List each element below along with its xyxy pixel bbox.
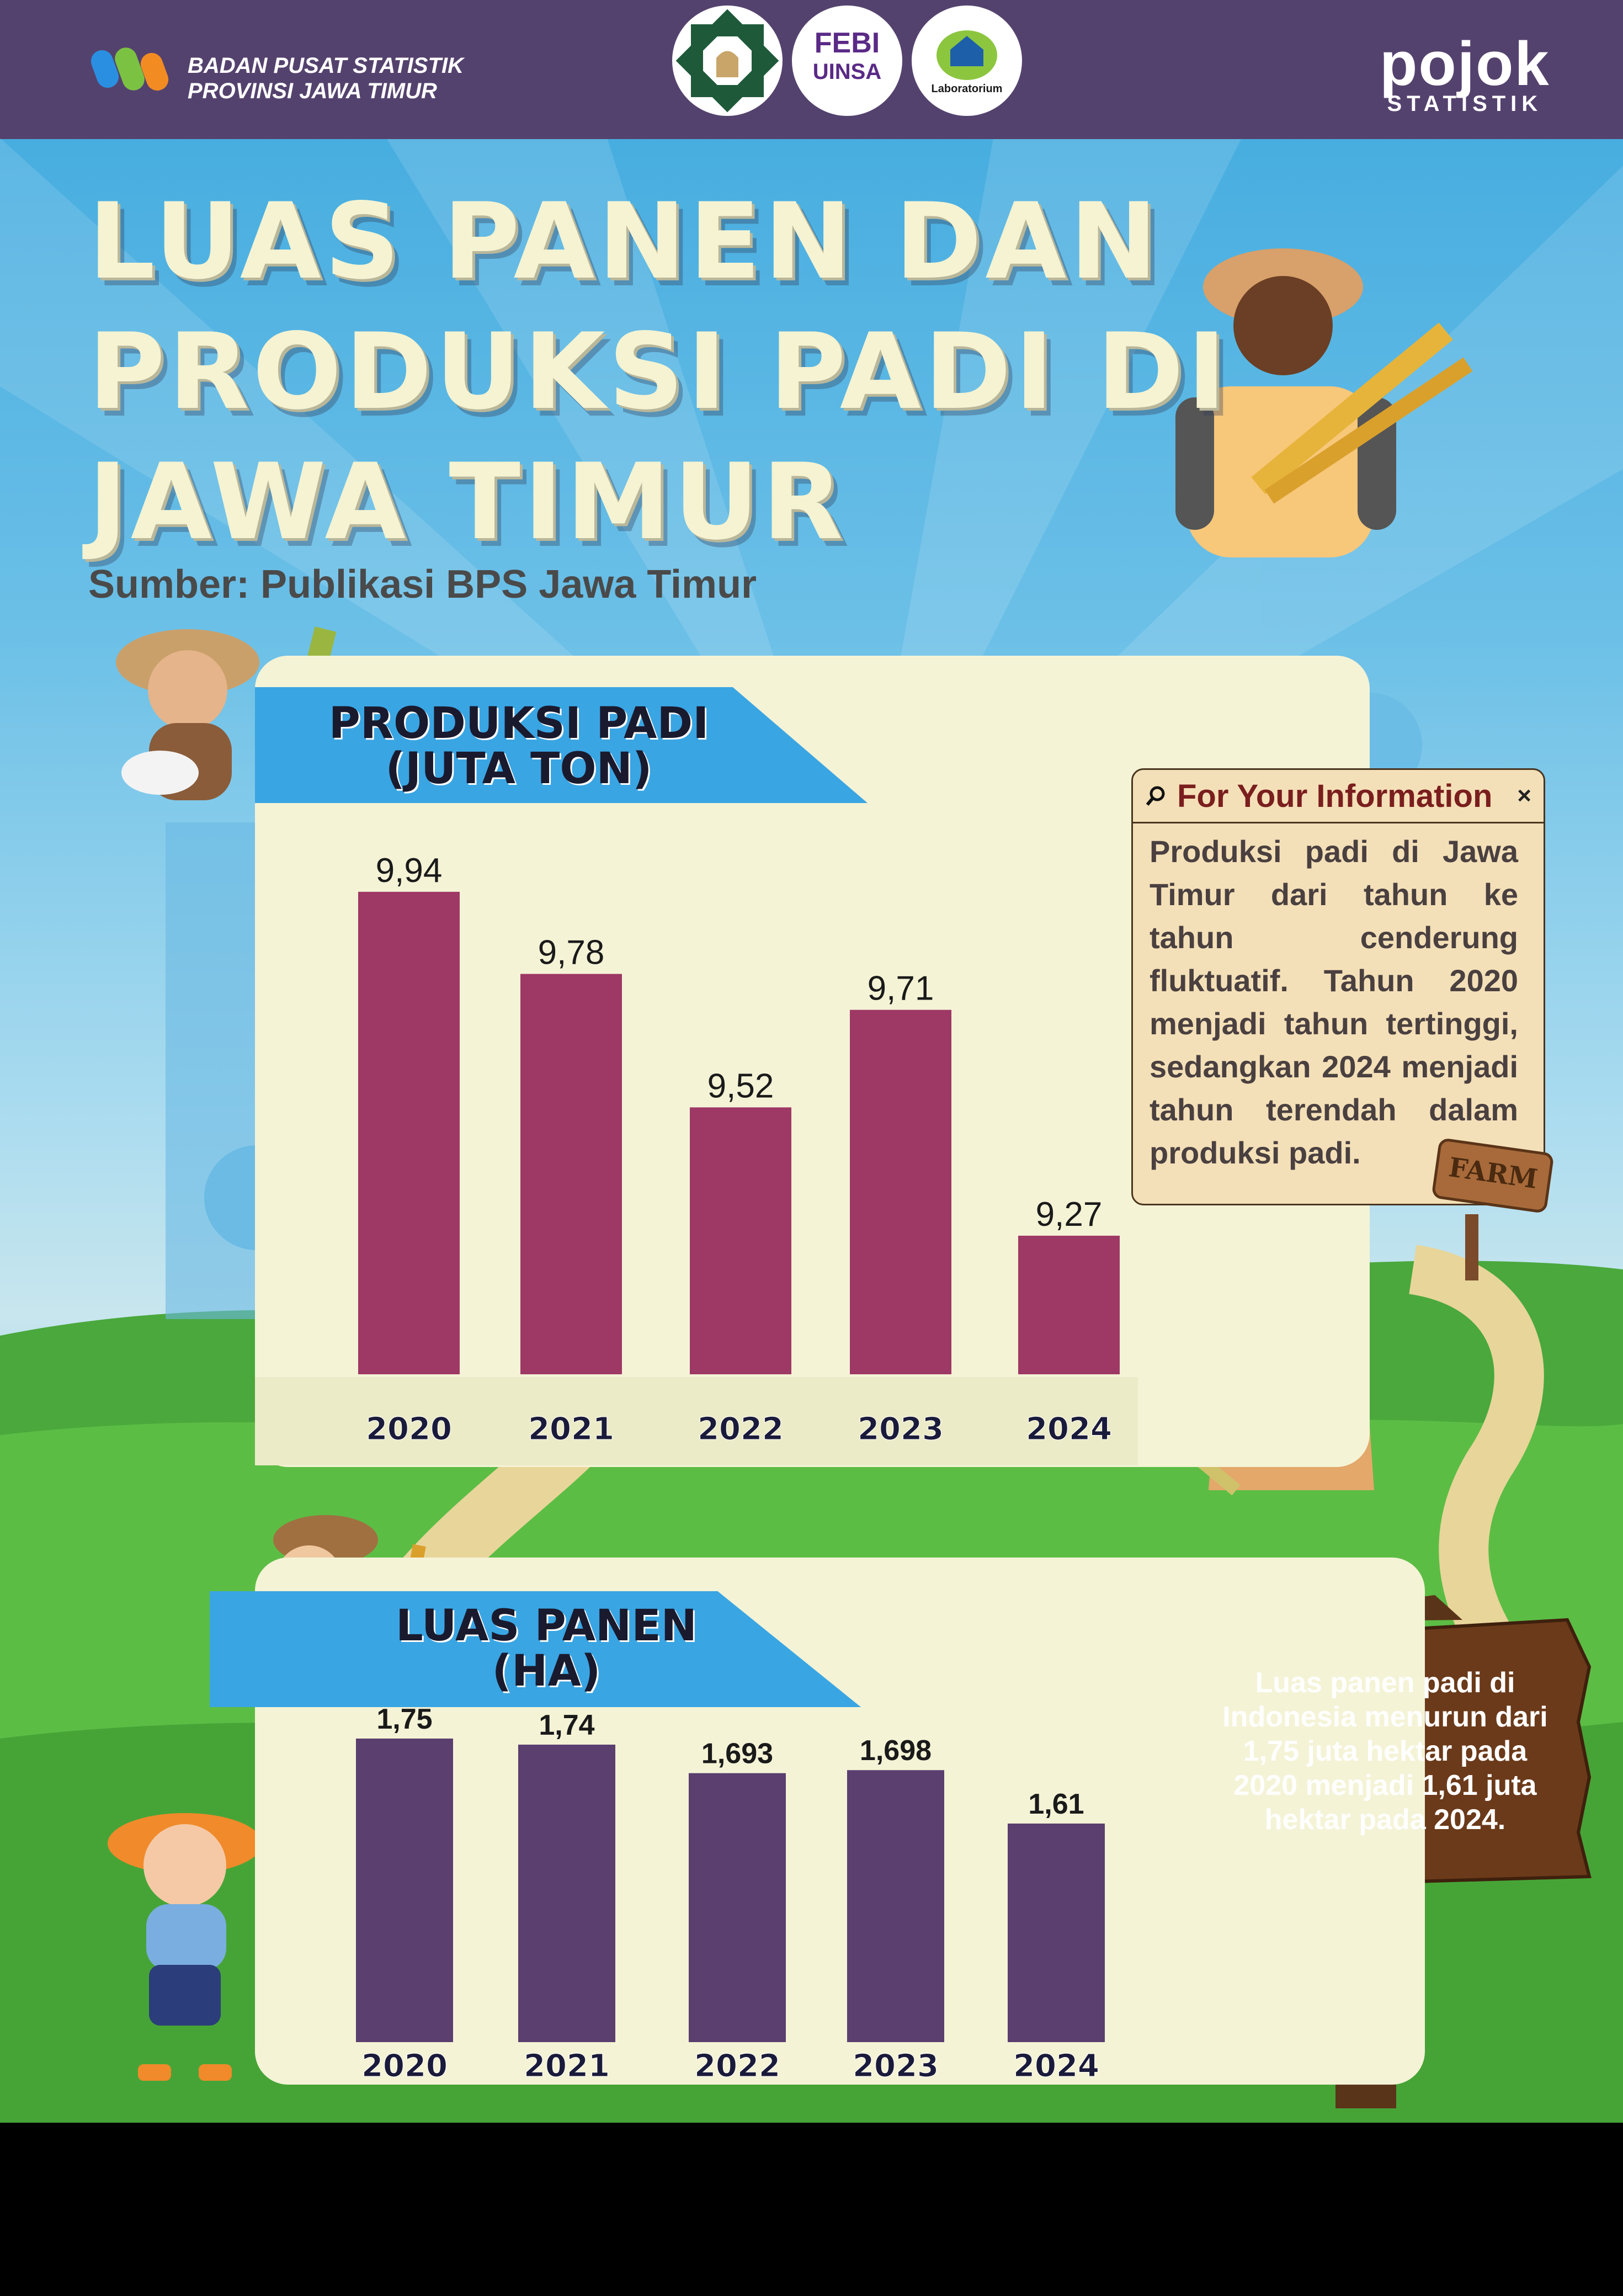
data-label: 1,693 [701,1738,773,1770]
bar-2023 [850,1009,951,1374]
info-box-title: For Your Information [1177,778,1493,814]
x-tick-label: 2022 [694,2048,780,2084]
x-tick-label: 2020 [361,2048,448,2084]
area-title-line2: (HA) [492,1646,601,1696]
bps-name: BADAN PUSAT STATISTIK PROVINSI JAWA TIMU… [188,53,464,104]
pojok-text: pojok [1380,29,1550,98]
x-tick-label: 2024 [1013,2048,1099,2084]
bar-2020 [356,1739,453,2042]
data-label: 1,74 [539,1709,594,1741]
production-chart-title: PRODUKSI PADI (JUTA TON) [298,701,739,791]
pojok-logo: pojok STATISTIK [1380,29,1550,116]
farm-sign-illustration [1465,1214,1478,1280]
axis-band [255,1377,1138,1465]
data-label: 9,27 [1036,1195,1103,1234]
magnifier-icon [1146,786,1165,806]
uinsa-text: UINSA [812,60,882,84]
x-tick-label: 2024 [1026,1411,1112,1447]
title-line2: PRODUKSI PADI DI [88,311,1230,433]
farm-sign-text: FARM [1446,1152,1540,1195]
info-box-header: For Your Information × [1133,770,1544,823]
close-icon[interactable]: × [1517,782,1531,809]
production-title-line2: (JUTA TON) [385,744,652,794]
title-line1: LUAS PANEN DAN [88,180,1161,302]
info-box: For Your Information × Produksi padi di … [1131,768,1545,1205]
x-tick-label: 2022 [698,1411,784,1447]
x-tick-label: 2023 [853,2048,939,2084]
page-title: LUAS PANEN DAN PRODUKSI PADI DI JAWA TIM… [88,177,1230,567]
bar-charts: 9,94 2020 9,78 2021 9,52 2022 9,71 2023 9,27 2024… [255,852,1138,2085]
area-title-line1: LUAS PANEN [396,1601,697,1651]
statistik-text: STATISTIK [1387,92,1543,116]
x-tick-label: 2021 [524,2048,610,2084]
data-label: 9,52 [707,1067,774,1105]
signpost-text: Luas panen padi di Indonesia menurun dar… [1222,1667,1548,1836]
bar-2022 [690,1107,791,1374]
x-tick-label: 2023 [858,1411,944,1447]
data-label: 1,61 [1028,1788,1084,1820]
university-logo [672,6,783,116]
x-tick-label: 2021 [528,1411,614,1447]
lab-text: Laboratorium [931,83,1003,95]
bar-2021 [520,974,622,1374]
data-label: 1,75 [376,1703,432,1735]
bar-2023 [847,1770,944,2042]
bps-line1: BADAN PUSAT STATISTIK [188,54,464,78]
bar-2020 [358,891,460,1374]
lab-logo: Laboratorium [912,6,1022,116]
farmer-illustration [1175,248,1473,557]
data-label: 1,698 [860,1735,932,1767]
house-leaf-icon [936,30,997,80]
bps-logo-icon [91,47,169,91]
data-label: 9,71 [868,970,934,1008]
header-bar: BADAN PUSAT STATISTIK PROVINSI JAWA TIMU… [0,0,1623,139]
x-tick-label: 2020 [366,1411,452,1447]
data-label: 9,94 [376,852,443,890]
bar-2024 [1018,1235,1120,1374]
area-chart-title: LUAS PANEN (HA) [320,1603,773,1694]
bar-2024 [1008,1824,1105,2042]
bar-2022 [689,1773,786,2042]
title-line3: JAWA TIMUR [88,441,847,563]
production-title-line1: PRODUKSI PADI [328,699,709,748]
background-scene: BADAN PUSAT STATISTIK PROVINSI JAWA TIMU… [0,0,1623,2123]
girl-illustration [108,1813,262,2081]
bar-2021 [518,1745,615,2042]
febi-text: FEBI [814,27,880,59]
source-note: Sumber: Publikasi BPS Jawa Timur [88,562,757,607]
mosque-emblem-icon [675,9,779,113]
febi-logo: FEBI UINSA [792,6,902,116]
info-box-text: Produksi padi di Jawa Timur dari tahun k… [1150,834,1518,1170]
bps-line2: PROVINSI JAWA TIMUR [188,79,437,103]
data-label: 9,78 [538,934,605,972]
